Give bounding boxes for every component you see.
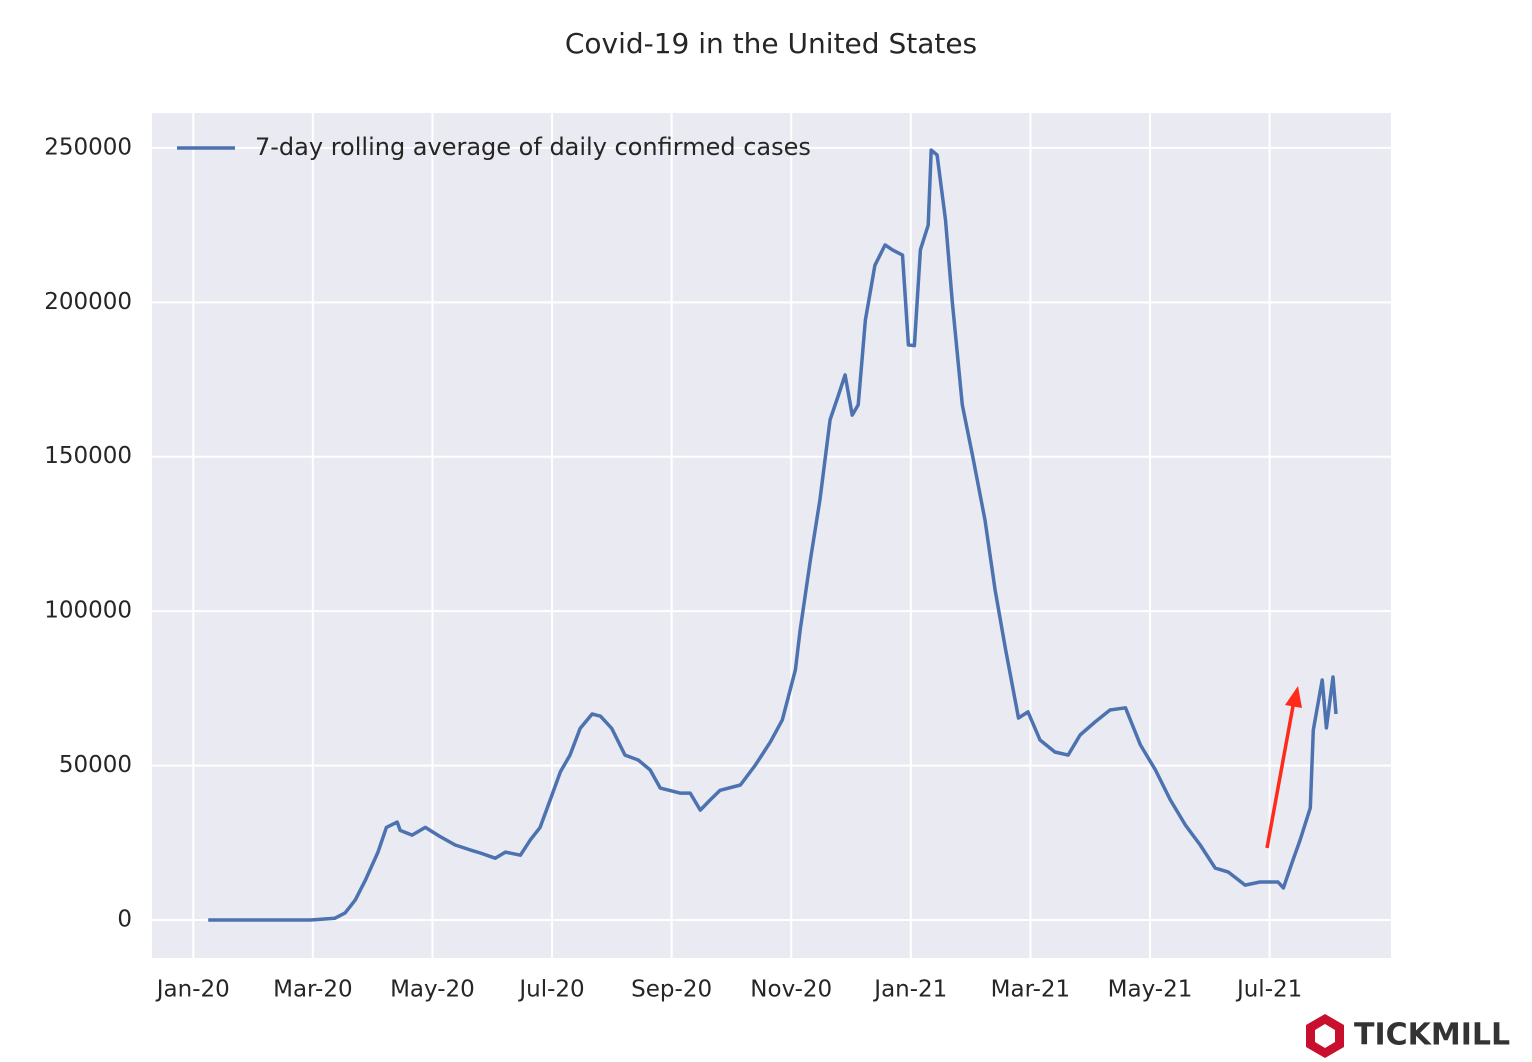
logo: TICKMILL [1306,1014,1510,1058]
plot-area [152,113,1391,958]
y-tick-label: 50000 [59,752,132,778]
y-tick-label: 200000 [44,289,132,315]
x-tick-label: Jan-21 [872,977,947,1003]
x-tick-label: May-21 [1108,977,1193,1003]
x-tick-label: Mar-20 [273,977,353,1003]
x-tick-label: Jul-20 [517,977,584,1003]
y-tick-label: 250000 [44,134,132,160]
chart-title: Covid-19 in the United States [565,27,977,60]
watermark: TICKMILL [1354,1018,1510,1053]
legend-label: 7-day rolling average of daily confirmed… [255,133,811,161]
series-line [208,148,1338,922]
x-tick-label: Jul-21 [1235,977,1302,1003]
legend: 7-day rolling average of daily confirmed… [177,133,811,161]
y-tick-label: 0 [117,907,132,933]
x-tick-label: May-20 [390,977,475,1003]
x-tick-label: Nov-20 [750,977,832,1003]
x-tick-label: Jan-20 [155,977,230,1003]
annotation-arrow [1265,686,1302,849]
y-tick-label: 150000 [44,443,132,469]
x-tick-label: Sep-20 [631,977,712,1003]
x-tick-label: Mar-21 [991,977,1071,1003]
y-tick-label: 100000 [44,598,132,624]
